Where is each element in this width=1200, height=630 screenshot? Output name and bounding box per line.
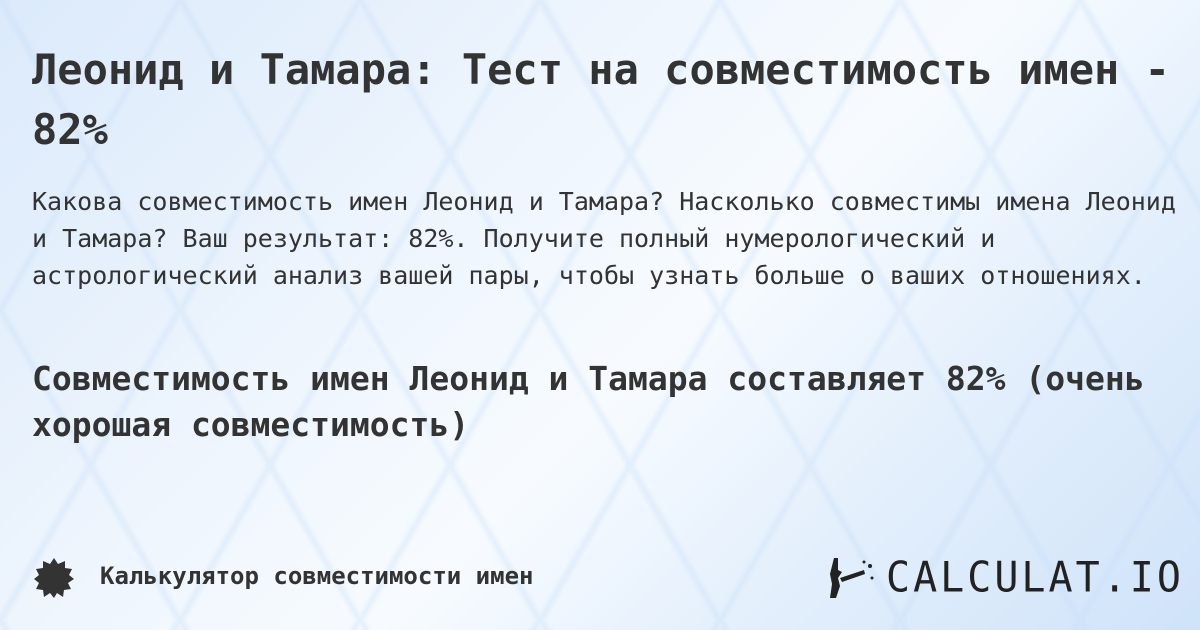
calculator-label: Калькулятор совместимости имен (100, 562, 534, 590)
page-title: Леонид и Тамара: Тест на совместимость и… (32, 45, 1170, 154)
result-heading: Совместимость имен Леонид и Тамара соста… (32, 359, 1145, 444)
calculat-logo[interactable]: CALCULAT.IO (828, 553, 1184, 603)
badge-icon (34, 558, 74, 598)
magic-hand-icon (830, 558, 874, 598)
description: Какова совместимость имен Леонид и Тамар… (32, 187, 1176, 290)
logo-text: CALCULAT.IO (886, 553, 1184, 603)
